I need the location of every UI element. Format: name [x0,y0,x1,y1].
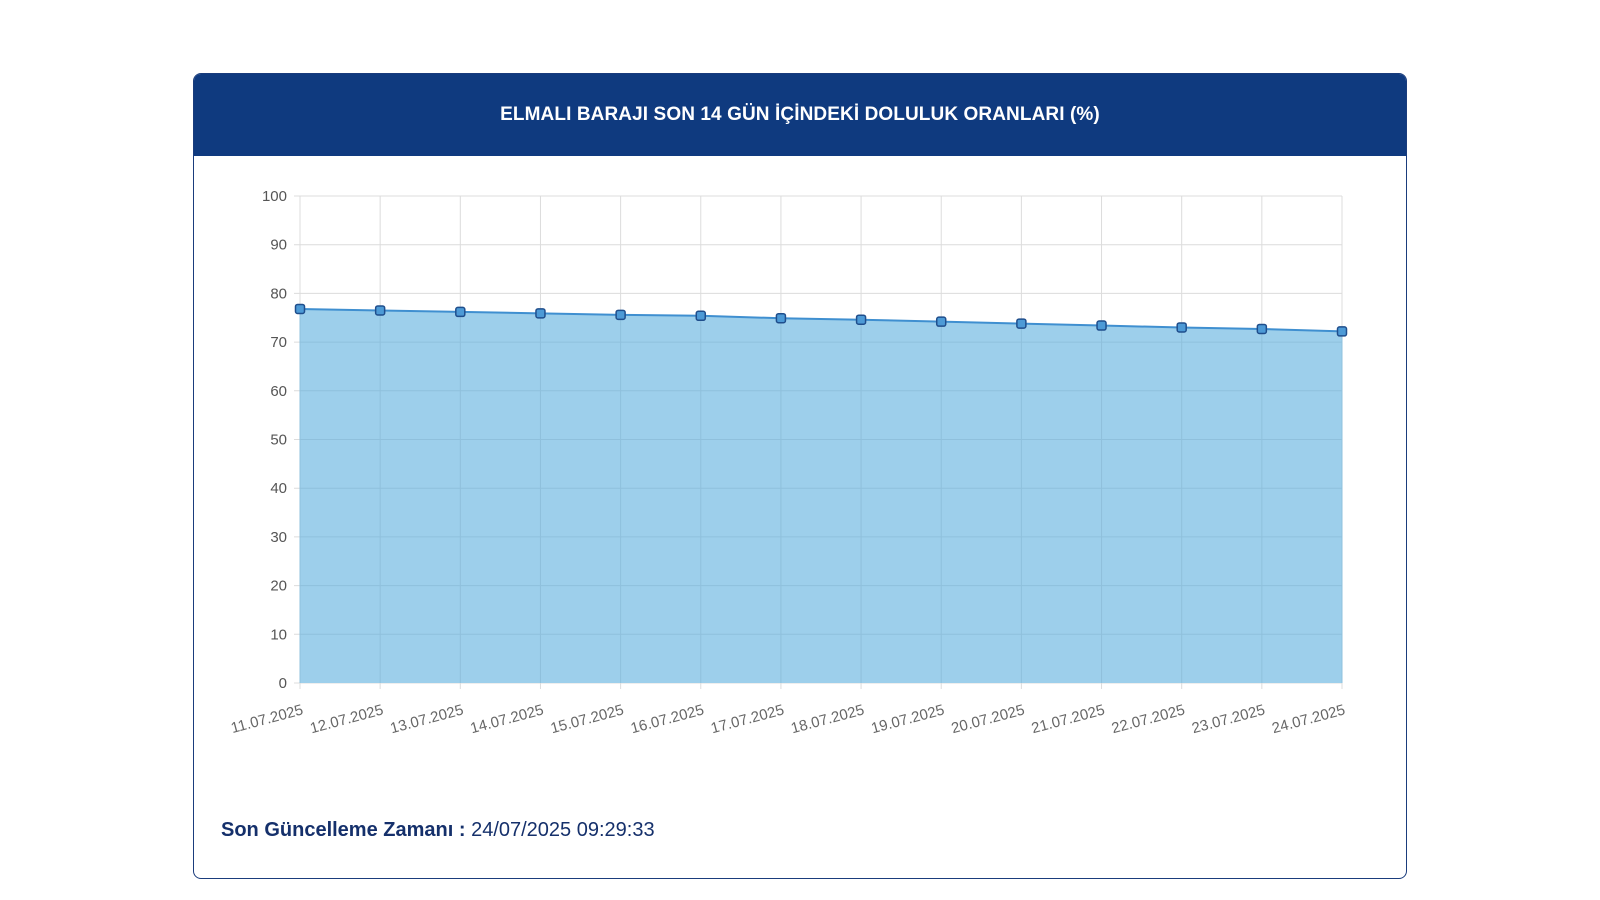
x-tick-label: 15.07.2025 [549,701,626,737]
chart-area: 0 10 20 30 40 50 60 70 80 90 100 11.07.2025 12.07.2… [229,188,1348,737]
y-tick-label: 70 [270,334,287,351]
y-tick-label: 80 [270,285,287,302]
data-point [935,316,947,327]
chart-title: ELMALI BARAJI SON 14 GÜN İÇİNDEKİ DOLULU… [500,104,1100,125]
y-tick-label: 50 [270,432,287,449]
y-axis-ticks: 0 10 20 30 40 50 60 70 80 90 100 [262,188,287,692]
card-header: ELMALI BARAJI SON 14 GÜN İÇİNDEKİ DOLULU… [194,74,1406,156]
data-point [1096,320,1107,331]
data-point [855,314,867,325]
last-update-value: 24/07/2025 09:29:33 [471,819,655,841]
y-tick-label: 0 [279,675,287,692]
last-update-separator: : [453,819,472,841]
data-point [1256,323,1268,335]
x-tick-label: 17.07.2025 [709,701,786,737]
y-tick-label: 30 [270,529,287,546]
x-axis-ticks: 11.07.2025 12.07.2025 13.07.2025 14.07.2025… [229,701,1347,737]
last-update-label: Son Güncelleme Zamanı [221,819,454,841]
y-tick-label: 60 [270,383,287,400]
y-tick-label: 40 [270,480,287,497]
x-tick-label: 22.07.2025 [1110,701,1187,737]
y-tick-label: 90 [270,237,287,254]
x-tick-label: 21.07.2025 [1030,701,1107,737]
x-tick-label: 18.07.2025 [789,701,866,737]
data-point [535,308,546,319]
y-tick-label: 100 [262,188,287,205]
data-point [775,312,787,324]
data-point [294,303,306,315]
y-tick-label: 10 [270,626,287,643]
chart-card: ELMALI BARAJI SON 14 GÜN İÇİNDEKİ DOLULU… [193,73,1407,879]
data-point [615,309,626,321]
x-tick-label: 24.07.2025 [1270,701,1347,737]
x-tick-label: 14.07.2025 [469,701,546,737]
data-point [1336,326,1348,337]
marker-layer [294,303,1348,337]
series-line [299,307,1343,333]
x-tick-label: 11.07.2025 [229,701,305,737]
x-tick-label: 13.07.2025 [388,701,465,737]
data-point [1016,318,1027,329]
area-layer [299,307,1343,683]
last-update: Son Güncelleme Zamanı : 24/07/2025 09:29… [221,819,655,842]
data-point [695,310,707,322]
x-tick-label: 20.07.2025 [950,701,1027,737]
data-point [455,306,466,318]
area-fill [300,308,1342,683]
x-tick-label: 12.07.2025 [308,701,385,737]
x-tick-label: 16.07.2025 [629,701,706,737]
data-point [374,305,386,316]
x-tick-label: 23.07.2025 [1190,701,1267,737]
data-point [1176,322,1187,333]
x-tick-label: 19.07.2025 [869,701,946,737]
y-tick-label: 20 [270,578,287,595]
